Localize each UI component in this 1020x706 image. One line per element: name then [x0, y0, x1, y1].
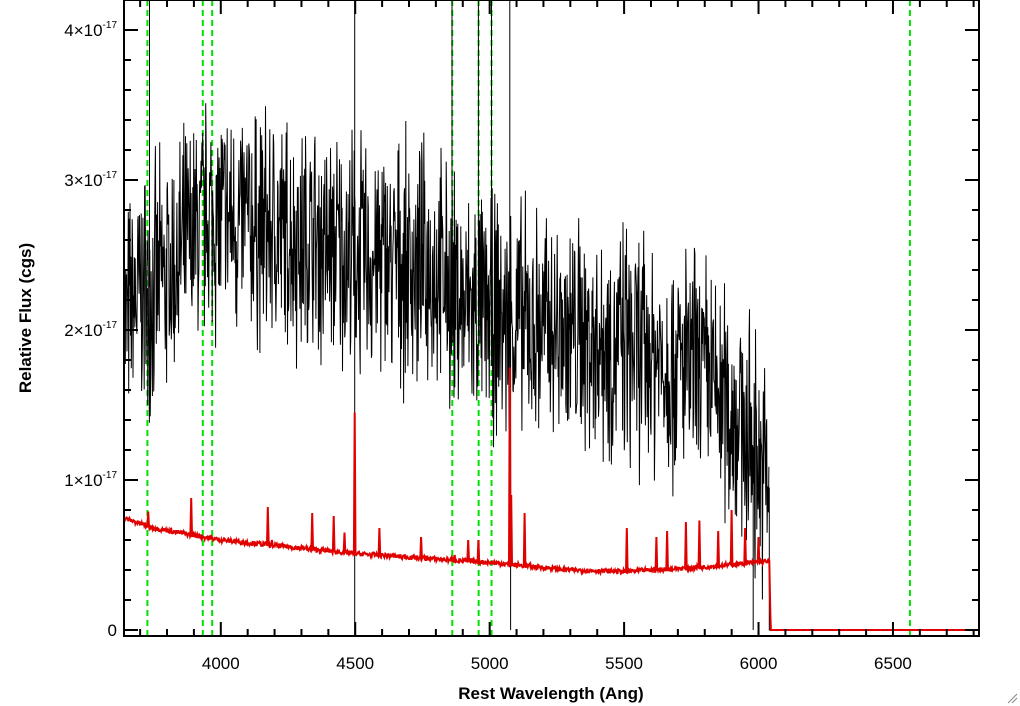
- x-tick-label: 6000: [740, 654, 778, 673]
- y-tick-label: 0: [108, 621, 117, 640]
- x-tick-label: 5500: [605, 654, 643, 673]
- y-tick-label: 3×10-17: [64, 170, 117, 190]
- y-tick-label: 4×10-17: [64, 20, 117, 40]
- spectrum-series-model: [124, 367, 979, 631]
- x-axis-title: Rest Wavelength (Ang): [458, 684, 643, 703]
- y-tick-label: 1×10-17: [64, 470, 117, 490]
- x-tick-label: 4000: [202, 654, 240, 673]
- x-tick-label: 4500: [336, 654, 374, 673]
- axis-ticks: [124, 0, 979, 636]
- x-tick-label: 5000: [471, 654, 509, 673]
- plot-area: [124, 0, 979, 636]
- plot-frame: [123, 0, 980, 637]
- y-axis-title: Relative Flux (cgs): [16, 243, 35, 393]
- resize-grip-icon[interactable]: [1006, 692, 1018, 704]
- x-tick-label: 6500: [874, 654, 912, 673]
- axis-tick-labels: 4000 4500 5000 5500 6000 6500 0 1×10-17 2×10-17 3…: [64, 20, 912, 673]
- y-tick-label: 2×10-17: [64, 320, 117, 340]
